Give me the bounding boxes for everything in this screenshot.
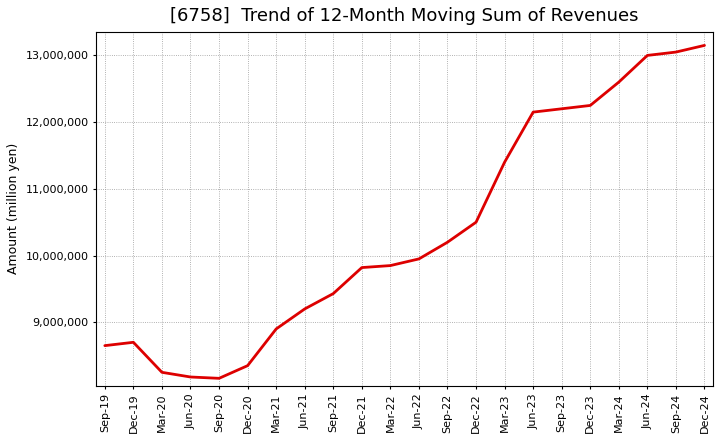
Title: [6758]  Trend of 12-Month Moving Sum of Revenues: [6758] Trend of 12-Month Moving Sum of R… bbox=[171, 7, 639, 25]
Y-axis label: Amount (million yen): Amount (million yen) bbox=[7, 143, 20, 275]
